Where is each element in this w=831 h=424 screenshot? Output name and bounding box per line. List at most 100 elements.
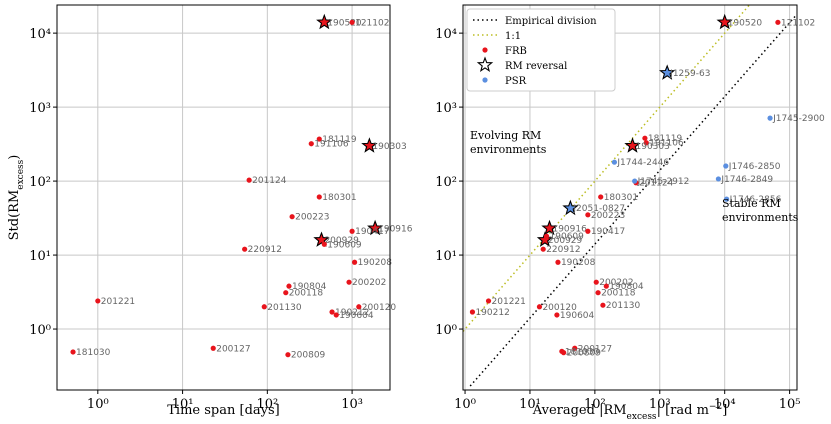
reference-line bbox=[469, 13, 797, 387]
x-tick-label: 10⁰ bbox=[87, 397, 109, 412]
point-label: 220912 bbox=[546, 245, 580, 255]
point-label: 190604 bbox=[339, 311, 374, 321]
point bbox=[333, 312, 339, 318]
point-label: 181119 bbox=[322, 135, 357, 145]
point-label: 200120 bbox=[362, 303, 397, 313]
reversal-star bbox=[367, 219, 384, 236]
reversal-star bbox=[541, 219, 558, 236]
point bbox=[346, 279, 352, 285]
point-label: J1746-2856 bbox=[729, 195, 782, 205]
axis-label-part: −2 bbox=[709, 402, 722, 412]
point-label: 200118 bbox=[289, 289, 324, 299]
annotation: Stable RM bbox=[722, 197, 781, 210]
point-label: 190208 bbox=[561, 258, 596, 268]
plot-frame bbox=[56, 4, 391, 391]
point-label: 190916 bbox=[552, 224, 587, 234]
y-tick-label: 10² bbox=[29, 175, 51, 190]
point bbox=[285, 352, 291, 358]
point bbox=[603, 283, 609, 289]
y-tick-label: 10³ bbox=[29, 101, 51, 116]
legend-dot bbox=[482, 77, 488, 83]
point bbox=[540, 246, 546, 252]
reversal-star bbox=[624, 137, 641, 153]
y-tick-label: 10¹ bbox=[29, 249, 51, 264]
point bbox=[572, 345, 578, 351]
point bbox=[289, 214, 295, 220]
point bbox=[469, 309, 476, 315]
point-label: 201221 bbox=[101, 297, 135, 307]
point bbox=[715, 176, 722, 182]
point-label: 181119 bbox=[648, 134, 683, 144]
axis-label-part: Std(RM bbox=[7, 190, 22, 241]
axis-label-part: | [rad m bbox=[657, 403, 709, 418]
point-label: 201221 bbox=[492, 297, 526, 307]
point bbox=[536, 304, 543, 310]
y-tick-label: 10⁰ bbox=[435, 323, 457, 338]
point bbox=[70, 349, 76, 355]
legend-label: PSR bbox=[505, 76, 527, 87]
point bbox=[321, 241, 327, 247]
point-label: 190212 bbox=[335, 308, 369, 318]
point-label: 200127 bbox=[578, 344, 612, 354]
point bbox=[642, 135, 648, 141]
legend-label: FRB bbox=[505, 46, 527, 57]
x-tick-label: 10³ bbox=[649, 397, 671, 412]
point bbox=[351, 259, 358, 265]
point bbox=[775, 19, 781, 25]
point-label: J1746-2850 bbox=[728, 162, 781, 172]
point-label: 200118 bbox=[601, 289, 636, 299]
point-label: 201130 bbox=[267, 303, 302, 313]
reversal-star bbox=[536, 231, 554, 247]
y-tick-label: 10⁴ bbox=[29, 27, 51, 42]
point-label: 201124 bbox=[639, 179, 674, 189]
legend-label: 1:1 bbox=[505, 31, 521, 42]
point-label: 181030 bbox=[565, 347, 600, 357]
point-label: 190417 bbox=[591, 227, 625, 237]
point-label: 190804 bbox=[609, 282, 644, 292]
point bbox=[308, 141, 314, 147]
point-label: J1745-2912 bbox=[637, 177, 690, 187]
x-tick-label: 10⁴ bbox=[714, 397, 736, 412]
point bbox=[329, 309, 335, 315]
axis-label-part: Time span [days] bbox=[167, 403, 279, 418]
annotation: Evolving RM bbox=[470, 129, 541, 142]
legend-label: RM reversal bbox=[505, 61, 567, 72]
point-label: 190609 bbox=[327, 240, 362, 250]
point bbox=[595, 290, 601, 296]
point-label: 191106 bbox=[314, 140, 349, 150]
y-tick-label: 10² bbox=[435, 175, 457, 190]
point-label: 191106 bbox=[649, 139, 684, 149]
point bbox=[561, 350, 567, 356]
x-tick-label: 10² bbox=[584, 397, 606, 412]
y-tick-label: 10¹ bbox=[435, 249, 457, 264]
axis-label: Std(RMexcess) bbox=[7, 155, 26, 241]
annotation: environments bbox=[722, 211, 799, 224]
legend-star bbox=[476, 56, 494, 72]
point-label: 200202 bbox=[352, 278, 386, 288]
point bbox=[600, 302, 606, 308]
point bbox=[598, 194, 604, 200]
point-label: J1746-2849 bbox=[720, 175, 773, 185]
point-label: 200809 bbox=[291, 351, 326, 361]
annotation: environments bbox=[470, 143, 547, 156]
x-tick-label: 10² bbox=[256, 397, 278, 412]
axis-label-part: ] bbox=[722, 403, 727, 418]
legend-label: Empirical division bbox=[505, 16, 597, 27]
x-tick-label: 10¹ bbox=[519, 397, 541, 412]
point bbox=[543, 233, 550, 239]
x-tick-label: 10¹ bbox=[172, 397, 194, 412]
point bbox=[283, 290, 289, 296]
reversal-star bbox=[562, 199, 579, 216]
axis-label-part: excess bbox=[16, 159, 26, 189]
point bbox=[611, 159, 618, 165]
point-label: 190916 bbox=[378, 224, 413, 234]
point bbox=[95, 298, 101, 304]
point-label: 200202 bbox=[599, 278, 633, 288]
point bbox=[554, 312, 560, 318]
reversal-star bbox=[313, 231, 330, 247]
point-label: J2051-0827 bbox=[572, 204, 625, 214]
point-label: J1745-2900 bbox=[772, 114, 825, 124]
y-tick-label: 10³ bbox=[435, 101, 457, 116]
point bbox=[593, 279, 599, 285]
point bbox=[585, 212, 591, 218]
